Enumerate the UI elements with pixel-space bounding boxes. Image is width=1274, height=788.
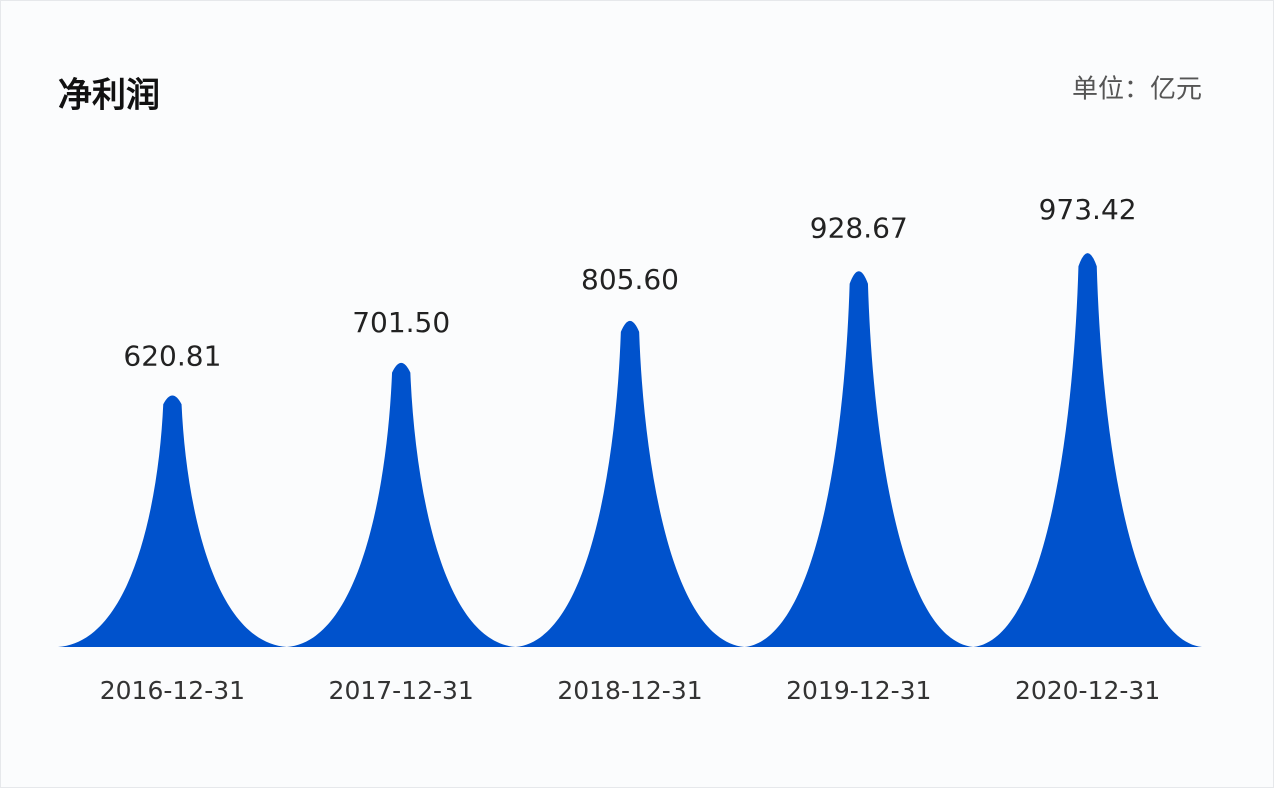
x-tick-label: 2020-12-31 bbox=[1015, 676, 1160, 705]
value-label: 805.60 bbox=[581, 263, 679, 296]
x-tick-label: 2017-12-31 bbox=[329, 676, 474, 705]
chart-title: 净利润 bbox=[58, 76, 160, 116]
x-tick-label: 2016-12-31 bbox=[100, 676, 245, 705]
value-label: 620.81 bbox=[123, 340, 221, 373]
peak bbox=[286, 362, 516, 647]
value-label: 928.67 bbox=[810, 212, 908, 245]
x-tick-label: 2019-12-31 bbox=[786, 676, 931, 705]
x-tick-label: 2018-12-31 bbox=[557, 676, 702, 705]
peak bbox=[58, 395, 287, 647]
value-label: 701.50 bbox=[352, 306, 450, 339]
peak bbox=[744, 271, 974, 647]
value-label: 973.42 bbox=[1039, 193, 1137, 226]
peak bbox=[515, 320, 745, 647]
peak bbox=[973, 253, 1202, 647]
unit-label: 单位：亿元 bbox=[1072, 75, 1202, 105]
